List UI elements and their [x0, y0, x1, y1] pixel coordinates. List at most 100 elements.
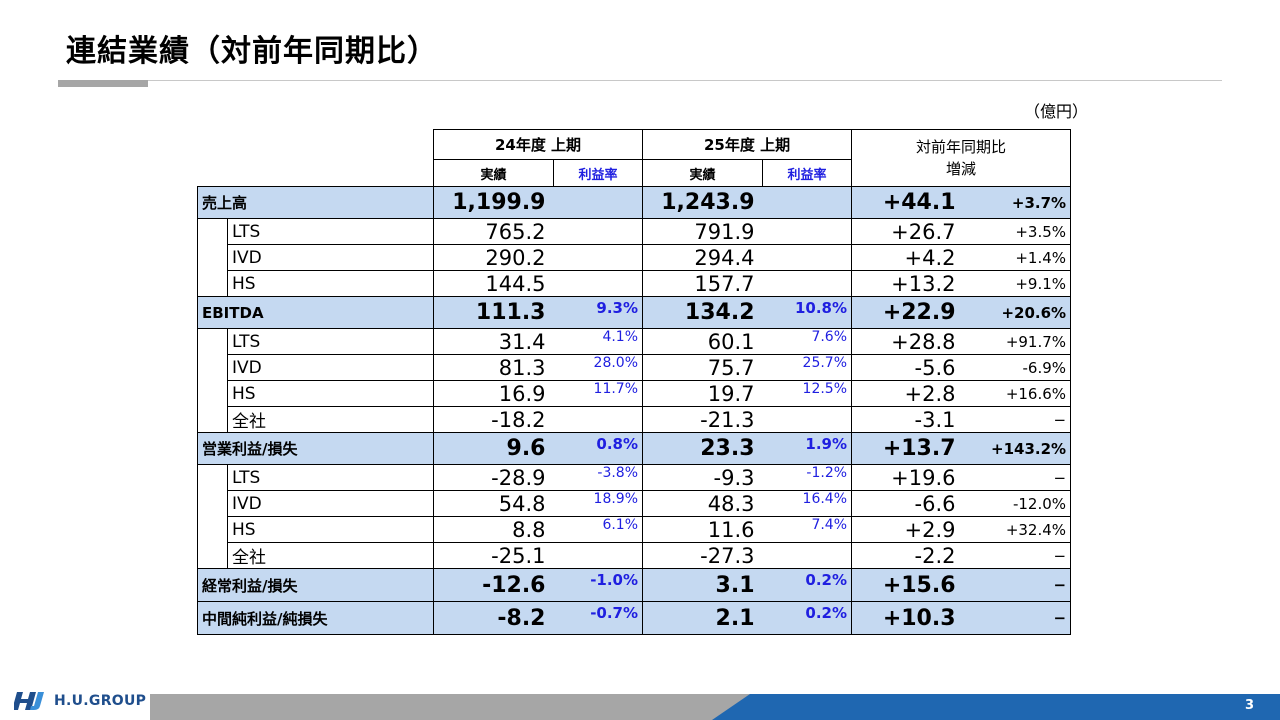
row-label: IVD: [227, 490, 434, 517]
header-margin-1: 利益率: [552, 159, 644, 187]
margin-period-1: -1.0%: [553, 568, 644, 602]
yoy-rate: +3.5%: [963, 218, 1072, 245]
row-label: 中間純利益/純損失: [197, 601, 434, 635]
value-period-1: 31.4: [433, 328, 554, 355]
yoy-change: +4.2: [851, 244, 964, 271]
row-label: LTS: [227, 464, 434, 491]
table-row-main: 売上高 1,199.9 1,243.9 +44.1 +3.7%: [197, 186, 1072, 219]
row-label: IVD: [227, 244, 434, 271]
company-logo: H.U.GROUP: [12, 690, 147, 712]
value-period-1: 81.3: [433, 354, 554, 381]
footer-gray-band: [150, 694, 750, 720]
margin-period-2: [762, 244, 853, 271]
table-row-sub: LTS -28.9 -3.8% -9.3 -1.2% +19.6−: [197, 464, 1072, 491]
value-period-2: 11.6: [642, 516, 763, 543]
indent-cell: [197, 490, 228, 517]
footer-blue-band: [712, 694, 1280, 720]
header-margin-2: 利益率: [762, 159, 853, 187]
indent-cell: [197, 328, 228, 355]
indent-cell: [197, 542, 228, 569]
value-period-2: 294.4: [642, 244, 763, 271]
yoy-change: +22.9: [851, 296, 964, 329]
margin-period-1: 0.8%: [553, 432, 644, 465]
table-row-main: EBITDA 111.3 9.3% 134.2 10.8% +22.9 +20.6%: [197, 296, 1072, 329]
yoy-rate: +9.1%: [963, 270, 1072, 297]
value-period-1: -8.2: [433, 601, 554, 635]
value-period-2: -9.3: [642, 464, 763, 491]
margin-period-1: 6.1%: [553, 516, 644, 543]
yoy-change: +26.7: [851, 218, 964, 245]
indent-cell: [197, 464, 228, 491]
yoy-rate: −: [963, 406, 1072, 433]
value-period-1: 9.6: [433, 432, 554, 465]
value-period-1: 8.8: [433, 516, 554, 543]
margin-period-1: 9.3%: [553, 296, 644, 329]
indent-cell: [197, 244, 228, 271]
margin-period-1: 18.9%: [553, 490, 644, 517]
title-divider: [58, 80, 1222, 81]
indent-cell: [197, 406, 228, 433]
margin-period-2: [762, 542, 853, 569]
table-row-main: 中間純利益/純損失 -8.2 -0.7% 2.1 0.2% +10.3−: [197, 601, 1072, 635]
value-period-2: 60.1: [642, 328, 763, 355]
row-label: 全社: [227, 406, 434, 433]
yoy-rate: -12.0%: [963, 490, 1072, 517]
margin-period-2: 7.6%: [762, 328, 853, 355]
yoy-rate: -6.9%: [963, 354, 1072, 381]
yoy-change: +44.1: [851, 186, 964, 219]
results-body: 売上高 1,199.9 1,243.9 +44.1 +3.7% LTS 765.2 791.9…: [197, 186, 1072, 635]
value-period-1: 1,199.9: [433, 186, 554, 219]
hu-logo-icon: [12, 690, 50, 712]
title-accent-bar: [58, 80, 148, 87]
table-row-sub: 全社 -18.2 -21.3 -3.1−: [197, 406, 1072, 433]
value-period-2: 134.2: [642, 296, 763, 329]
margin-period-1: -3.8%: [553, 464, 644, 491]
yoy-change: +13.7: [851, 432, 964, 465]
value-period-2: -27.3: [642, 542, 763, 569]
margin-period-1: -0.7%: [553, 601, 644, 635]
page-number: 3: [1244, 698, 1254, 713]
table-row-sub: IVD 290.2 294.4 +4.2 +1.4%: [197, 244, 1072, 271]
margin-period-2: [762, 406, 853, 433]
yoy-rate: +3.7%: [963, 186, 1072, 219]
yoy-change: +13.2: [851, 270, 964, 297]
value-period-2: 23.3: [642, 432, 763, 465]
margin-period-2: 7.4%: [762, 516, 853, 543]
margin-period-2: 10.8%: [762, 296, 853, 329]
table-row-sub: LTS 31.4 4.1% 60.1 7.6% +28.8 +91.7%: [197, 328, 1072, 355]
header-yoy: 対前年同期比 増減: [851, 129, 1072, 187]
yoy-rate: +20.6%: [963, 296, 1072, 329]
row-label: HS: [227, 516, 434, 543]
table-row-main: 営業利益/損失 9.6 0.8% 23.3 1.9% +13.7 +143.2%: [197, 432, 1072, 465]
value-period-2: 791.9: [642, 218, 763, 245]
yoy-change: +2.9: [851, 516, 964, 543]
value-period-2: 157.7: [642, 270, 763, 297]
yoy-rate: +32.4%: [963, 516, 1072, 543]
yoy-change: +28.8: [851, 328, 964, 355]
row-label: LTS: [227, 328, 434, 355]
yoy-rate: +16.6%: [963, 380, 1072, 407]
header-blank: [197, 129, 434, 187]
margin-period-2: 16.4%: [762, 490, 853, 517]
margin-period-1: 11.7%: [553, 380, 644, 407]
value-period-1: 16.9: [433, 380, 554, 407]
value-period-1: -25.1: [433, 542, 554, 569]
margin-period-2: -1.2%: [762, 464, 853, 491]
header-actual-2: 実績: [642, 159, 764, 187]
value-period-1: -18.2: [433, 406, 554, 433]
yoy-rate: +1.4%: [963, 244, 1072, 271]
margin-period-1: [553, 270, 644, 297]
logo-text: H.U.GROUP: [54, 693, 147, 709]
margin-period-1: [553, 186, 644, 219]
yoy-change: -5.6: [851, 354, 964, 381]
indent-cell: [197, 218, 228, 245]
table-row-main: 経常利益/損失 -12.6 -1.0% 3.1 0.2% +15.6−: [197, 568, 1072, 602]
value-period-1: 54.8: [433, 490, 554, 517]
row-label: 全社: [227, 542, 434, 569]
row-label: 経常利益/損失: [197, 568, 434, 602]
yoy-change: +10.3: [851, 601, 964, 635]
yoy-rate: +143.2%: [963, 432, 1072, 465]
value-period-1: -28.9: [433, 464, 554, 491]
yoy-change: -2.2: [851, 542, 964, 569]
indent-cell: [197, 270, 228, 297]
